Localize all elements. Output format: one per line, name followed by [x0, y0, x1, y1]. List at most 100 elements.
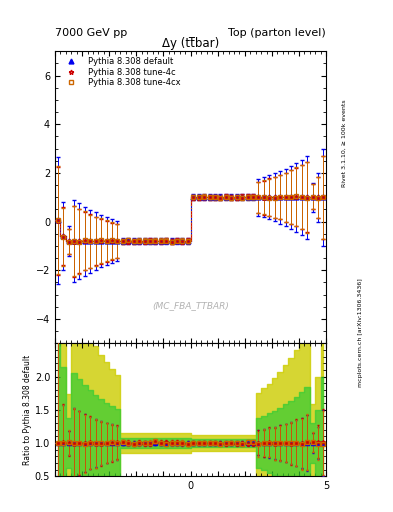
Pythia 8.308 tune-4c	[175, 238, 180, 244]
Pythia 8.308 default	[120, 238, 125, 244]
Pythia 8.308 tune-4c	[202, 195, 207, 201]
Pythia 8.308 tune-4cx	[153, 238, 158, 244]
Pythia 8.308 tune-4c	[104, 238, 109, 244]
Pythia 8.308 tune-4cx	[115, 238, 120, 244]
Pythia 8.308 tune-4c	[164, 238, 169, 244]
Pythia 8.308 tune-4cx	[104, 238, 109, 244]
Pythia 8.308 default	[283, 194, 288, 200]
Pythia 8.308 tune-4c	[158, 238, 163, 244]
Pythia 8.308 default	[148, 238, 152, 244]
Pythia 8.308 default	[83, 238, 87, 244]
Pythia 8.308 tune-4cx	[224, 194, 228, 200]
Pythia 8.308 tune-4cx	[137, 238, 141, 244]
Pythia 8.308 tune-4cx	[110, 238, 114, 244]
Pythia 8.308 tune-4cx	[164, 238, 169, 244]
Pythia 8.308 default	[272, 194, 277, 200]
Line: Pythia 8.308 tune-4cx: Pythia 8.308 tune-4cx	[55, 194, 326, 244]
Pythia 8.308 default	[180, 238, 185, 244]
Pythia 8.308 default	[164, 238, 169, 244]
Pythia 8.308 tune-4cx	[131, 238, 136, 244]
Pythia 8.308 tune-4cx	[299, 194, 304, 200]
Pythia 8.308 default	[218, 194, 223, 200]
Line: Pythia 8.308 default: Pythia 8.308 default	[55, 195, 326, 244]
Pythia 8.308 default	[191, 194, 196, 200]
Pythia 8.308 tune-4c	[321, 194, 326, 200]
Pythia 8.308 default	[251, 194, 255, 200]
Pythia 8.308 tune-4c	[55, 218, 60, 224]
Pythia 8.308 tune-4c	[142, 239, 147, 245]
Pythia 8.308 tune-4cx	[316, 195, 320, 201]
Pythia 8.308 default	[234, 194, 239, 200]
Pythia 8.308 tune-4c	[169, 238, 174, 244]
Pythia 8.308 tune-4c	[115, 238, 120, 244]
Pythia 8.308 tune-4c	[283, 194, 288, 200]
Pythia 8.308 default	[99, 238, 103, 244]
Pythia 8.308 default	[158, 238, 163, 244]
Pythia 8.308 tune-4cx	[175, 238, 180, 244]
Pythia 8.308 tune-4c	[288, 194, 293, 200]
Pythia 8.308 tune-4cx	[180, 238, 185, 244]
Pythia 8.308 tune-4c	[120, 238, 125, 244]
Text: (MC_FBA_TTBAR): (MC_FBA_TTBAR)	[152, 301, 229, 310]
Pythia 8.308 tune-4c	[191, 195, 196, 201]
Pythia 8.308 default	[137, 238, 141, 244]
Pythia 8.308 tune-4c	[256, 194, 261, 200]
Pythia 8.308 default	[104, 238, 109, 244]
Pythia 8.308 tune-4c	[229, 194, 234, 200]
Pythia 8.308 default	[240, 194, 244, 200]
Pythia 8.308 default	[299, 194, 304, 200]
Pythia 8.308 tune-4cx	[148, 238, 152, 244]
Pythia 8.308 tune-4c	[137, 238, 141, 244]
Y-axis label: Ratio to Pythia 8.308 default: Ratio to Pythia 8.308 default	[23, 355, 32, 465]
Pythia 8.308 tune-4c	[61, 233, 66, 239]
Pythia 8.308 default	[77, 238, 82, 244]
Pythia 8.308 tune-4cx	[191, 194, 196, 200]
Pythia 8.308 tune-4c	[240, 194, 244, 200]
Pythia 8.308 default	[72, 238, 76, 244]
Pythia 8.308 tune-4cx	[294, 194, 299, 200]
Pythia 8.308 tune-4c	[72, 239, 76, 245]
Pythia 8.308 tune-4cx	[99, 238, 103, 244]
Title: Δy (tt̅bar): Δy (tt̅bar)	[162, 37, 219, 50]
Pythia 8.308 default	[185, 238, 190, 244]
Pythia 8.308 tune-4cx	[88, 238, 93, 244]
Pythia 8.308 tune-4c	[213, 194, 217, 200]
Pythia 8.308 tune-4c	[185, 238, 190, 244]
Pythia 8.308 tune-4cx	[310, 194, 315, 200]
Pythia 8.308 default	[256, 194, 261, 200]
Pythia 8.308 tune-4cx	[267, 195, 272, 201]
Pythia 8.308 tune-4cx	[229, 195, 234, 201]
Pythia 8.308 tune-4c	[83, 238, 87, 244]
Pythia 8.308 default	[66, 238, 71, 244]
Pythia 8.308 tune-4cx	[142, 238, 147, 244]
Pythia 8.308 tune-4c	[77, 238, 82, 244]
Text: Top (parton level): Top (parton level)	[228, 28, 326, 38]
Pythia 8.308 default	[131, 238, 136, 244]
Pythia 8.308 tune-4cx	[169, 239, 174, 245]
Pythia 8.308 tune-4cx	[83, 238, 87, 244]
Pythia 8.308 tune-4c	[110, 238, 114, 244]
Pythia 8.308 default	[126, 238, 130, 244]
Pythia 8.308 default	[213, 194, 217, 200]
Pythia 8.308 default	[202, 194, 207, 200]
Pythia 8.308 default	[94, 238, 98, 244]
Pythia 8.308 default	[321, 194, 326, 200]
Pythia 8.308 tune-4cx	[72, 238, 76, 244]
Pythia 8.308 tune-4c	[218, 195, 223, 201]
Pythia 8.308 tune-4c	[316, 194, 320, 200]
Pythia 8.308 tune-4c	[99, 238, 103, 244]
Pythia 8.308 tune-4cx	[283, 194, 288, 200]
Pythia 8.308 tune-4c	[267, 194, 272, 200]
Text: mcplots.cern.ch [arXiv:1306.3436]: mcplots.cern.ch [arXiv:1306.3436]	[358, 279, 363, 387]
Pythia 8.308 tune-4cx	[272, 195, 277, 201]
Text: Rivet 3.1.10, ≥ 100k events: Rivet 3.1.10, ≥ 100k events	[342, 99, 347, 187]
Pythia 8.308 tune-4cx	[120, 239, 125, 245]
Pythia 8.308 tune-4cx	[126, 238, 130, 244]
Pythia 8.308 default	[310, 194, 315, 200]
Pythia 8.308 tune-4cx	[278, 194, 283, 200]
Pythia 8.308 default	[224, 194, 228, 200]
Pythia 8.308 tune-4cx	[94, 238, 98, 244]
Pythia 8.308 default	[153, 238, 158, 244]
Pythia 8.308 tune-4c	[245, 194, 250, 200]
Pythia 8.308 default	[207, 194, 212, 200]
